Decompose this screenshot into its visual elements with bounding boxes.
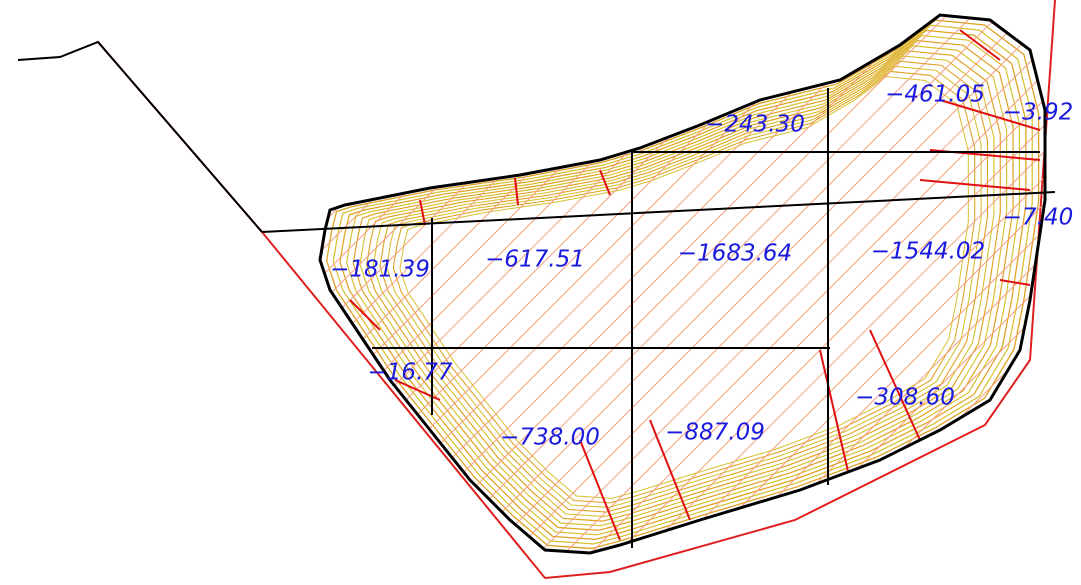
contour-line: [367, 51, 1001, 521]
hatch-line: [0, 0, 260, 585]
volume-label: −7.40: [1003, 205, 1073, 231]
hatch-line: [362, 0, 962, 585]
volume-label: −243.30: [705, 112, 805, 138]
hatch-line: [0, 0, 468, 585]
hatch-line: [0, 0, 182, 585]
edge-line: [18, 42, 262, 232]
volume-label: −887.09: [665, 420, 765, 446]
volume-label: −738.00: [500, 425, 600, 451]
hatch-line: [0, 0, 364, 585]
hatch-line: [0, 0, 78, 585]
hatch-line: [1012, 0, 1081, 585]
hatch-line: [154, 0, 754, 585]
hatch-line: [258, 0, 858, 585]
hatch-line: [0, 0, 338, 585]
hatch-line: [0, 0, 208, 585]
hatch-line: [0, 0, 104, 585]
hatch-line: [0, 0, 546, 585]
hatch-line: [206, 0, 806, 585]
hatch-line: [0, 0, 156, 585]
volume-label: −461.05: [885, 82, 985, 108]
hatch-line: [128, 0, 728, 585]
page: {"labels": ["−243.30", "−461.05", "−3.92…: [0, 0, 1081, 585]
hatch-line: [492, 0, 1081, 585]
drawing: −243.30 −461.05 −3.92 −7.40 −181.39 −617…: [0, 0, 1081, 585]
hatch-line: [0, 0, 416, 585]
volume-label: −308.60: [855, 385, 955, 411]
volume-label: −181.39: [330, 257, 430, 283]
hatch-line: [0, 0, 26, 585]
hatch-line: [284, 0, 884, 585]
hatch-line: [1038, 0, 1081, 585]
hatch-line: [0, 0, 52, 585]
hatch-line: [0, 0, 130, 585]
hatch-line: [0, 0, 286, 585]
hatch-line: [1064, 0, 1081, 585]
volume-label: −1683.64: [678, 241, 792, 267]
contour-line: [373, 56, 994, 517]
hatch-line: [232, 0, 832, 585]
volume-label: −617.51: [485, 247, 585, 273]
hatch-line: [0, 0, 312, 585]
hatch-line: [0, 0, 494, 585]
volume-label: −3.92: [1003, 100, 1073, 126]
hatch-line: [50, 0, 650, 585]
hatch-line: [0, 0, 520, 585]
hatch-line: [0, 0, 234, 585]
volume-label: −16.77: [367, 360, 452, 386]
hatch-line: [24, 0, 624, 585]
volume-label: −1544.02: [871, 239, 985, 265]
